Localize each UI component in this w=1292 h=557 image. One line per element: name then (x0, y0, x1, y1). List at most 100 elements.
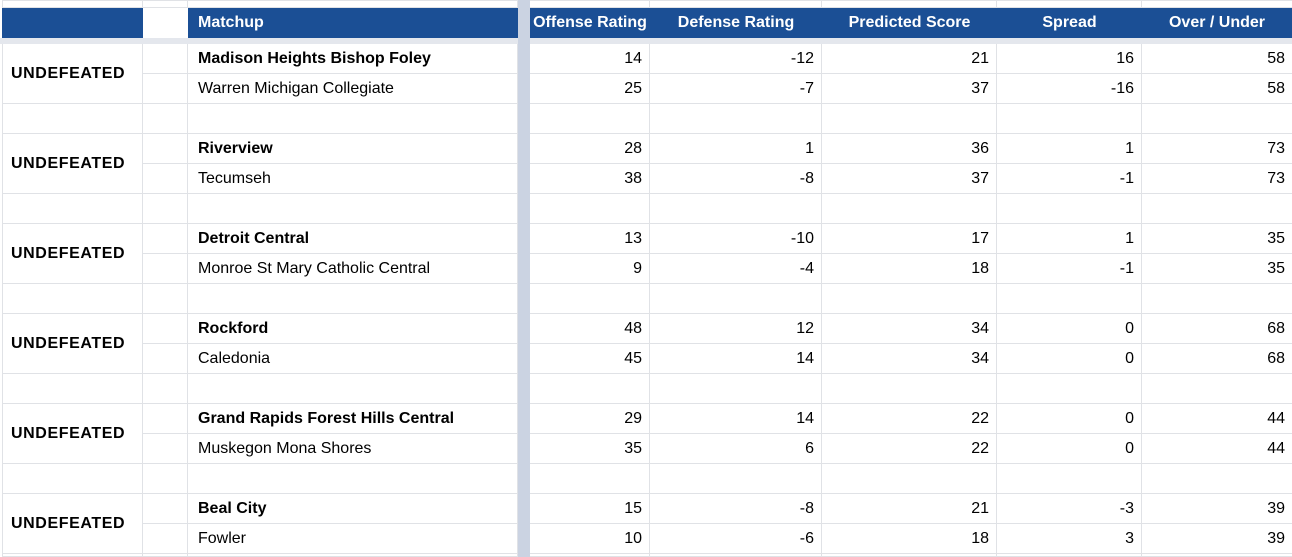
team-name-cell[interactable]: Riverview (188, 134, 518, 164)
defense-rating-cell[interactable]: -12 (650, 44, 822, 74)
spread-cell[interactable]: 0 (997, 344, 1142, 374)
offense-rating-cell[interactable]: 45 (530, 344, 650, 374)
column-header-matchup[interactable]: Matchup (188, 8, 518, 38)
undefeated-label-cell[interactable]: UNDEFEATED (2, 134, 143, 194)
empty-cell[interactable] (143, 104, 188, 134)
over-under-cell[interactable]: 44 (1142, 404, 1292, 434)
top-partial-cell[interactable] (188, 0, 518, 8)
predicted-score-cell[interactable]: 22 (822, 404, 997, 434)
top-partial-cell[interactable] (143, 0, 188, 8)
predicted-score-cell[interactable]: 21 (822, 494, 997, 524)
empty-cell[interactable] (530, 374, 650, 404)
empty-cell[interactable] (530, 194, 650, 224)
spacer-cell[interactable] (143, 44, 188, 74)
empty-cell[interactable] (188, 284, 518, 314)
empty-cell[interactable] (143, 284, 188, 314)
spread-cell[interactable]: 1 (997, 134, 1142, 164)
spread-cell[interactable]: 1 (997, 224, 1142, 254)
spacer-cell[interactable] (143, 134, 188, 164)
spacer-cell[interactable] (143, 74, 188, 104)
over-under-cell[interactable]: 44 (1142, 434, 1292, 464)
defense-rating-cell[interactable]: -7 (650, 74, 822, 104)
empty-cell[interactable] (530, 464, 650, 494)
empty-cell[interactable] (1142, 374, 1292, 404)
defense-rating-cell[interactable]: -8 (650, 164, 822, 194)
undefeated-label-cell[interactable]: UNDEFEATED (2, 224, 143, 284)
defense-rating-cell[interactable]: -8 (650, 494, 822, 524)
empty-cell[interactable] (2, 194, 143, 224)
column-header-spread[interactable]: Spread (997, 8, 1142, 38)
spacer-cell[interactable] (143, 314, 188, 344)
defense-rating-cell[interactable]: 1 (650, 134, 822, 164)
empty-cell[interactable] (997, 104, 1142, 134)
empty-cell[interactable] (650, 374, 822, 404)
defense-rating-cell[interactable]: 6 (650, 434, 822, 464)
spread-cell[interactable]: -1 (997, 254, 1142, 284)
top-partial-cell[interactable] (650, 0, 822, 8)
top-partial-cell[interactable] (822, 0, 997, 8)
predicted-score-cell[interactable]: 37 (822, 74, 997, 104)
over-under-cell[interactable]: 35 (1142, 224, 1292, 254)
empty-cell[interactable] (650, 194, 822, 224)
offense-rating-cell[interactable]: 29 (530, 404, 650, 434)
team-name-cell[interactable]: Caledonia (188, 344, 518, 374)
empty-cell[interactable] (822, 194, 997, 224)
empty-cell[interactable] (2, 284, 143, 314)
team-name-cell[interactable]: Warren Michigan Collegiate (188, 74, 518, 104)
over-under-cell[interactable]: 39 (1142, 524, 1292, 554)
empty-cell[interactable] (1142, 284, 1292, 314)
spread-cell[interactable]: 0 (997, 314, 1142, 344)
empty-cell[interactable] (2, 464, 143, 494)
top-partial-cell[interactable] (1142, 0, 1292, 8)
header-cell-blank[interactable] (2, 8, 143, 38)
frozen-column-divider[interactable] (518, 0, 530, 557)
empty-cell[interactable] (1142, 464, 1292, 494)
team-name-cell[interactable]: Detroit Central (188, 224, 518, 254)
predicted-score-cell[interactable]: 21 (822, 44, 997, 74)
top-partial-cell[interactable] (530, 0, 650, 8)
spread-cell[interactable]: 16 (997, 44, 1142, 74)
top-partial-cell[interactable] (2, 0, 143, 8)
team-name-cell[interactable]: Muskegon Mona Shores (188, 434, 518, 464)
empty-cell[interactable] (530, 104, 650, 134)
spread-cell[interactable]: 0 (997, 404, 1142, 434)
over-under-cell[interactable]: 58 (1142, 44, 1292, 74)
over-under-cell[interactable]: 35 (1142, 254, 1292, 284)
empty-cell[interactable] (143, 194, 188, 224)
spread-cell[interactable]: -3 (997, 494, 1142, 524)
offense-rating-cell[interactable]: 10 (530, 524, 650, 554)
empty-cell[interactable] (822, 104, 997, 134)
empty-cell[interactable] (2, 104, 143, 134)
empty-cell[interactable] (188, 464, 518, 494)
defense-rating-cell[interactable]: -6 (650, 524, 822, 554)
empty-cell[interactable] (997, 194, 1142, 224)
team-name-cell[interactable]: Monroe St Mary Catholic Central (188, 254, 518, 284)
spread-cell[interactable]: 0 (997, 434, 1142, 464)
spacer-cell[interactable] (143, 344, 188, 374)
empty-cell[interactable] (530, 284, 650, 314)
frozen-row-divider[interactable] (0, 38, 1292, 44)
predicted-score-cell[interactable]: 34 (822, 344, 997, 374)
spacer-cell[interactable] (143, 254, 188, 284)
spacer-cell[interactable] (143, 494, 188, 524)
empty-cell[interactable] (143, 374, 188, 404)
spread-cell[interactable]: -16 (997, 74, 1142, 104)
defense-rating-cell[interactable]: -10 (650, 224, 822, 254)
defense-rating-cell[interactable]: 14 (650, 344, 822, 374)
offense-rating-cell[interactable]: 9 (530, 254, 650, 284)
undefeated-label-cell[interactable]: UNDEFEATED (2, 314, 143, 374)
top-partial-cell[interactable] (997, 0, 1142, 8)
over-under-cell[interactable]: 58 (1142, 74, 1292, 104)
empty-cell[interactable] (2, 374, 143, 404)
over-under-cell[interactable]: 39 (1142, 494, 1292, 524)
offense-rating-cell[interactable]: 48 (530, 314, 650, 344)
spacer-cell[interactable] (143, 524, 188, 554)
team-name-cell[interactable]: Fowler (188, 524, 518, 554)
predicted-score-cell[interactable]: 37 (822, 164, 997, 194)
undefeated-label-cell[interactable]: UNDEFEATED (2, 404, 143, 464)
empty-cell[interactable] (822, 374, 997, 404)
over-under-cell[interactable]: 68 (1142, 314, 1292, 344)
defense-rating-cell[interactable]: 14 (650, 404, 822, 434)
header-cell-gap[interactable] (143, 8, 188, 38)
over-under-cell[interactable]: 73 (1142, 134, 1292, 164)
